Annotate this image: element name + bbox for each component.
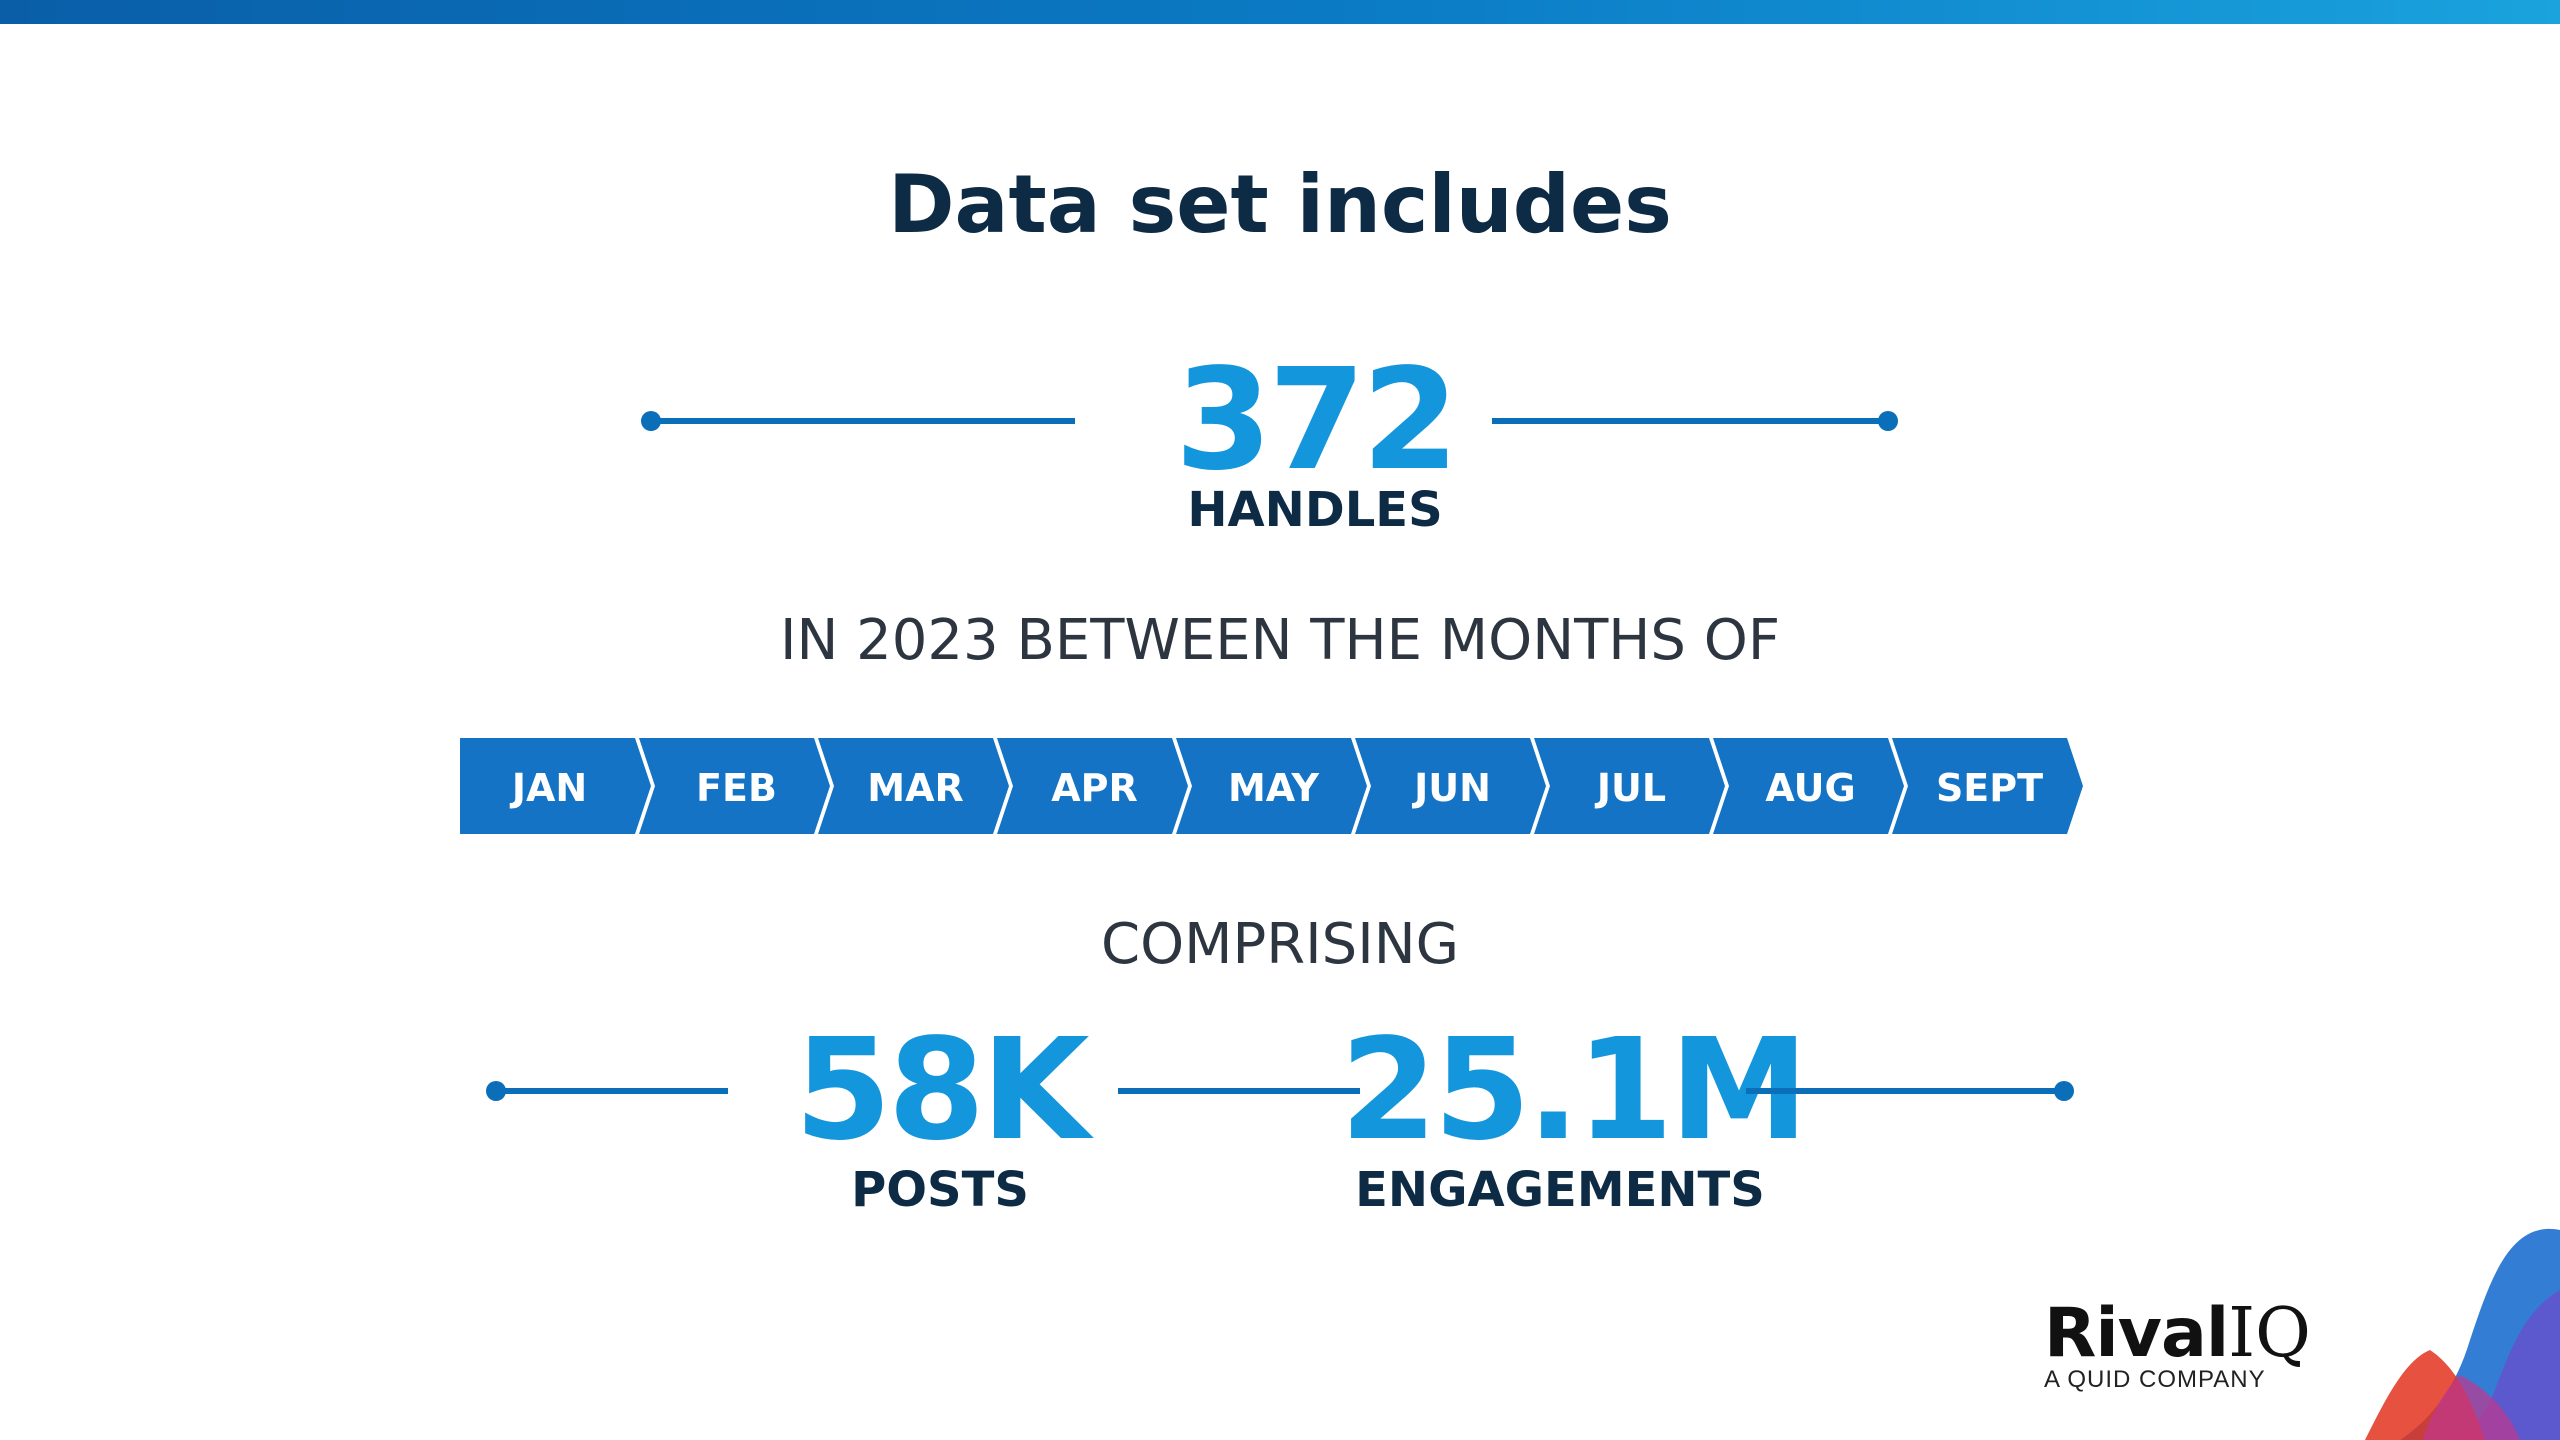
month-label-may: MAY: [1228, 766, 1320, 810]
month-label-jun: JUN: [1411, 766, 1491, 810]
bottom-connector-line-right: [1746, 1088, 2064, 1094]
month-label-apr: APR: [1051, 766, 1138, 810]
handles-count: 372: [1174, 339, 1459, 502]
posts-count: 58K: [794, 1009, 1089, 1172]
month-label-sept: SEPT: [1936, 766, 2043, 810]
page-title: Data set includes: [888, 158, 1672, 251]
month-chevron-aug: [1713, 738, 1904, 834]
rival-iq-logo: RivalIQ A QUID COMPANY: [2044, 1298, 2311, 1394]
month-chevron-may: [1176, 738, 1367, 834]
logo-wordmark: RivalIQ: [2044, 1294, 2311, 1373]
posts-label: POSTS: [851, 1162, 1029, 1218]
month-label-jul: JUL: [1594, 766, 1666, 810]
connector-line-right: [1492, 418, 1888, 424]
month-chevron-jan: [460, 738, 651, 834]
month-chevron-feb: [639, 738, 830, 834]
month-chevron-mar: [818, 738, 1009, 834]
month-chevron-apr: [997, 738, 1188, 834]
connector-line-left: [651, 418, 1075, 424]
month-chevron-jun: [1355, 738, 1546, 834]
month-label-aug: AUG: [1765, 766, 1855, 810]
decorative-wave-graphic: [2365, 1228, 2560, 1440]
bottom-connector-line-left: [496, 1088, 728, 1094]
period-text: IN 2023 BETWEEN THE MONTHS OF: [779, 608, 1781, 673]
middle-connector-line: [1118, 1088, 1360, 1094]
bottom-connector-dot-right: [2054, 1081, 2074, 1101]
month-label-feb: FEB: [696, 766, 777, 810]
handles-label: HANDLES: [1187, 482, 1443, 538]
comprising-text: COMPRISING: [1100, 912, 1460, 977]
logo-tagline: A QUID COMPANY: [2044, 1366, 2266, 1393]
month-chevron-jul: [1534, 738, 1725, 834]
months-timeline: JAN FEB MAR APR MAY JUN JUL AUG SEPT: [460, 738, 2083, 834]
month-label-jan: JAN: [509, 766, 587, 810]
month-label-mar: MAR: [867, 766, 963, 810]
month-chevron-sept: [1892, 738, 2083, 834]
connector-dot-right: [1878, 411, 1898, 431]
top-accent-bar: [0, 0, 2560, 24]
engagements-label: ENGAGEMENTS: [1355, 1162, 1765, 1218]
engagements-count: 25.1M: [1340, 1009, 1809, 1172]
